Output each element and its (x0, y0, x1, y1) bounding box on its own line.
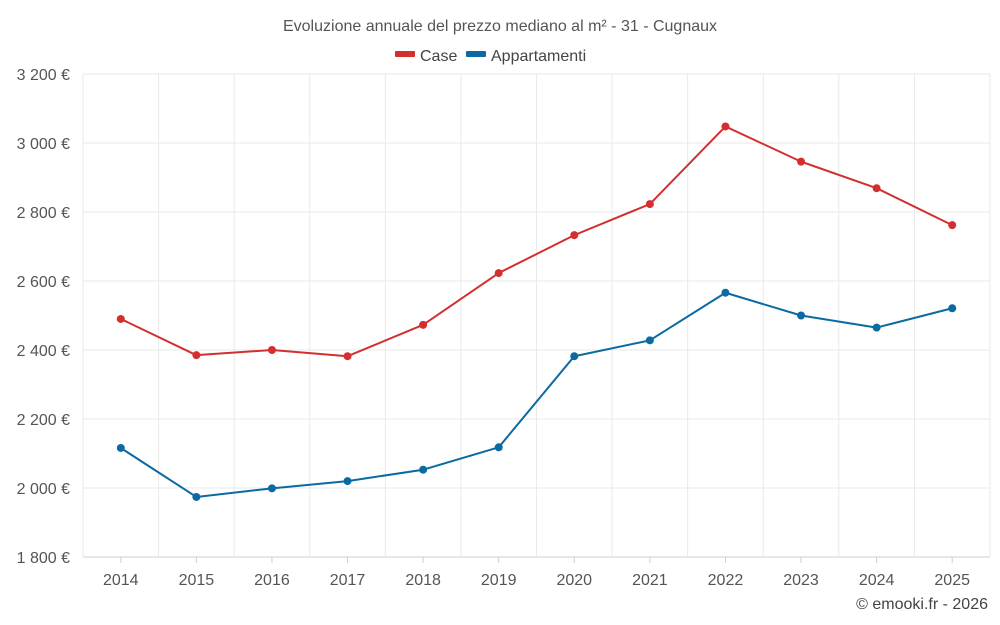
x-tick-label: 2025 (934, 572, 970, 589)
series-layer (116, 122, 957, 501)
data-point-case-2024[interactable] (872, 184, 881, 193)
x-tick-label: 2020 (556, 572, 592, 589)
x-tick-label: 2021 (632, 572, 668, 589)
x-tick-label: 2017 (330, 572, 366, 589)
legend-item-case[interactable]: Case (395, 48, 457, 65)
data-point-appartamenti-2021[interactable] (645, 336, 654, 345)
data-point-appartamenti-2017[interactable] (343, 477, 352, 486)
y-tick-label: 2 400 € (17, 343, 70, 360)
x-tick-label: 2024 (859, 572, 895, 589)
series-case (116, 122, 957, 361)
y-tick-label: 3 000 € (17, 136, 70, 153)
y-tick-label: 1 800 € (17, 550, 70, 567)
chart-title: Evoluzione annuale del prezzo mediano al… (283, 18, 717, 35)
data-point-appartamenti-2025[interactable] (948, 304, 957, 313)
y-tick-label: 2 600 € (17, 274, 70, 291)
x-tick-label: 2016 (254, 572, 290, 589)
data-point-appartamenti-2014[interactable] (116, 443, 125, 452)
data-point-appartamenti-2015[interactable] (192, 492, 201, 501)
data-point-case-2023[interactable] (797, 157, 806, 166)
data-point-appartamenti-2016[interactable] (267, 484, 276, 493)
legend-label: Case (420, 48, 457, 65)
copyright-footer: © emooki.fr - 2026 (856, 596, 988, 613)
data-point-case-2016[interactable] (267, 346, 276, 354)
data-point-appartamenti-2019[interactable] (494, 443, 503, 452)
x-tick-label: 2019 (481, 572, 517, 589)
x-tick-label: 2022 (708, 572, 744, 589)
data-point-appartamenti-2022[interactable] (721, 288, 730, 297)
legend-swatch (466, 51, 486, 57)
x-tick-label: 2015 (179, 572, 215, 589)
legend-item-appartamenti[interactable]: Appartamenti (466, 48, 586, 65)
data-point-case-2025[interactable] (948, 221, 957, 230)
data-point-case-2019[interactable] (494, 269, 503, 278)
series-line-appartamenti (120, 291, 953, 498)
series-line-case (120, 125, 953, 358)
data-point-appartamenti-2023[interactable] (797, 311, 806, 320)
legend: Case Appartamenti (395, 48, 586, 65)
y-tick-label: 2 000 € (17, 481, 70, 498)
x-axis: 2014 2015 2016 2017 2018 2019 2020 2021 2022 2023… (103, 557, 970, 589)
x-gridlines (82, 74, 991, 557)
data-point-case-2017[interactable] (343, 352, 352, 361)
y-tick-label: 2 800 € (17, 205, 70, 222)
data-point-case-2022[interactable] (721, 122, 730, 131)
y-tick-label: 2 200 € (17, 412, 70, 429)
data-point-case-2018[interactable] (419, 320, 428, 329)
y-axis-ticks: 1 800 € 2 000 € 2 200 € 2 400 € 2 600 € 2 800… (17, 67, 70, 567)
data-point-case-2020[interactable] (570, 231, 579, 240)
x-tick-label: 2018 (405, 572, 441, 589)
x-tick-label: 2014 (103, 572, 139, 589)
series-appartamenti (116, 288, 957, 501)
data-point-case-2021[interactable] (645, 200, 654, 209)
data-point-appartamenti-2018[interactable] (419, 465, 428, 474)
legend-swatch (395, 51, 415, 57)
data-point-appartamenti-2024[interactable] (872, 323, 881, 332)
legend-label: Appartamenti (491, 48, 586, 65)
data-point-appartamenti-2020[interactable] (570, 352, 579, 361)
y-tick-label: 3 200 € (17, 67, 70, 84)
data-point-case-2015[interactable] (192, 351, 201, 360)
data-point-case-2014[interactable] (116, 314, 125, 323)
x-tick-label: 2023 (783, 572, 819, 589)
